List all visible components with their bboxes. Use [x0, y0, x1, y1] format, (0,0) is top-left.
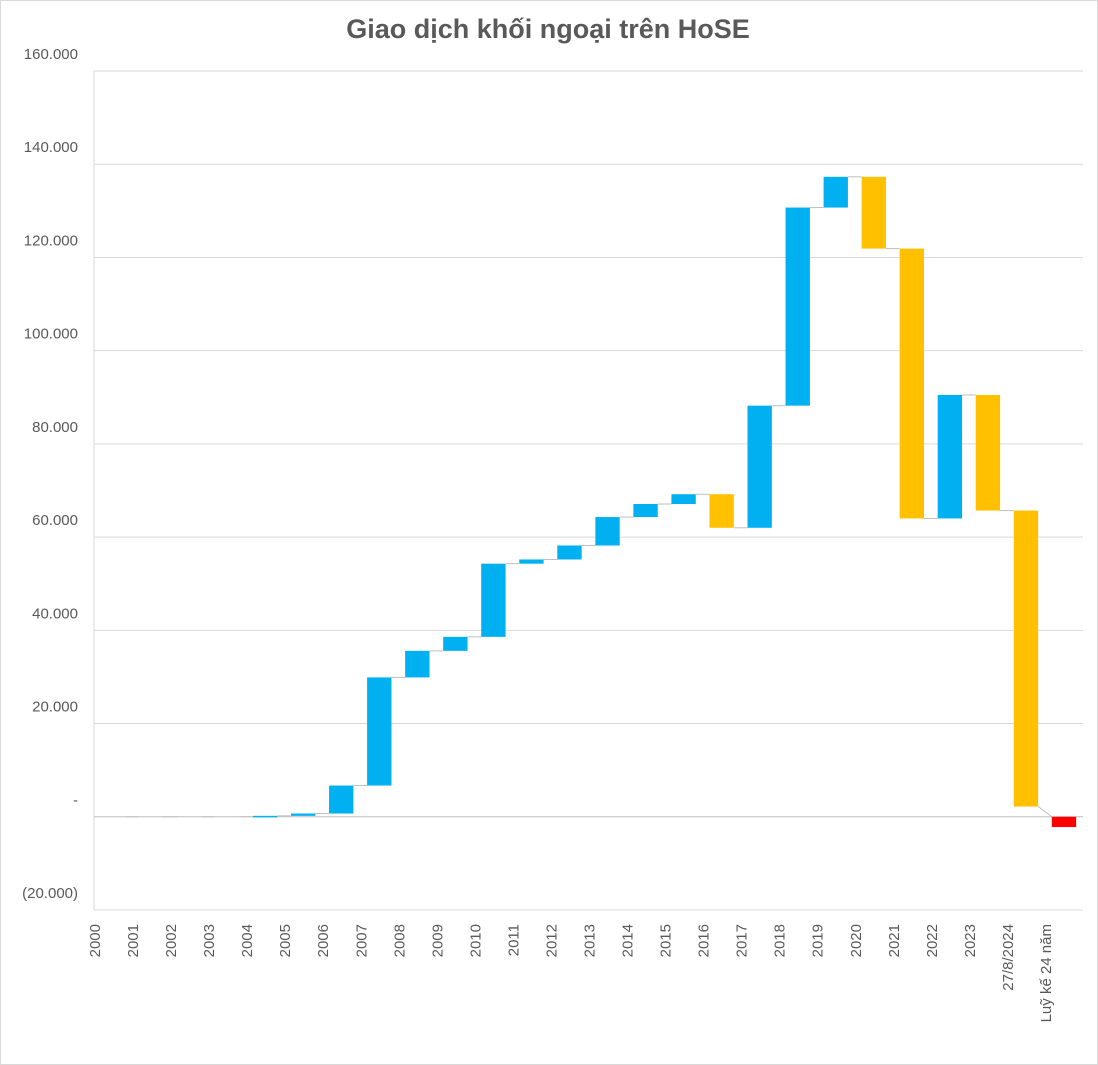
waterfall-bar: [975, 394, 1001, 511]
waterfall-bar: [443, 636, 468, 651]
x-tick-label: 2010: [467, 924, 484, 957]
y-tick-label: 40.000: [32, 605, 78, 622]
x-tick-label: 2013: [582, 924, 599, 957]
waterfall-bar: [253, 815, 278, 818]
y-tick-label: 60.000: [32, 512, 78, 529]
x-tick-label: 2004: [239, 924, 256, 957]
waterfall-bar: [899, 248, 924, 519]
waterfall-bar: [1051, 816, 1077, 828]
waterfall-bar: [367, 677, 392, 786]
y-tick-label: (20.000): [22, 885, 78, 902]
chart-title: Giao dịch khối ngoại trên HoSE: [346, 14, 750, 44]
x-tick-label: 2007: [353, 924, 370, 957]
x-tick-label: Luỹ kế 24 năm: [1038, 924, 1055, 1022]
y-tick-label: 20.000: [32, 699, 78, 716]
x-tick-label: 2005: [277, 924, 294, 957]
y-tick-label: 160.000: [24, 46, 78, 63]
x-tick-label: 2016: [696, 924, 713, 957]
waterfall-bar: [937, 394, 963, 519]
x-tick-label: 2023: [962, 924, 979, 957]
x-tick-label: 2015: [658, 924, 675, 957]
waterfall-bar: [861, 176, 886, 249]
waterfall-bar: [709, 494, 734, 528]
y-tick-label: 80.000: [32, 419, 78, 436]
y-tick-label: 100.000: [24, 326, 78, 343]
x-tick-label: 2009: [429, 924, 446, 957]
waterfall-bar: [633, 504, 658, 518]
x-tick-label: 2012: [543, 924, 560, 957]
x-tick-label: 2021: [886, 924, 903, 957]
x-tick-label: 2020: [848, 924, 865, 957]
y-tick-label: 140.000: [24, 139, 78, 156]
waterfall-bar: [405, 650, 430, 678]
waterfall-bar: [595, 517, 620, 546]
waterfall-bar: [823, 176, 848, 208]
waterfall-bar: [291, 813, 316, 816]
connector-line: [1037, 806, 1053, 818]
waterfall-bar: [1013, 510, 1039, 807]
x-tick-label: 2006: [315, 924, 332, 957]
waterfall-bar: [481, 563, 506, 637]
x-tick-label: 2022: [924, 924, 941, 957]
x-tick-label: 2019: [810, 924, 827, 957]
x-tick-label: 2000: [87, 924, 104, 957]
x-tick-label: 2002: [163, 924, 180, 957]
waterfall-bar: [519, 559, 544, 564]
x-tick-label: 2014: [620, 924, 637, 957]
x-tick-label: 2008: [391, 924, 408, 957]
x-tick-label: 2003: [201, 924, 218, 957]
x-tick-label: 27/8/2024: [1000, 924, 1017, 991]
x-tick-label: 2018: [772, 924, 789, 957]
x-tick-label: 2011: [505, 924, 522, 956]
y-tick-label: -: [73, 792, 78, 809]
waterfall-bar: [785, 207, 810, 406]
waterfall-bar: [671, 494, 696, 505]
waterfall-bar: [557, 545, 582, 560]
waterfall-bar: [747, 405, 772, 528]
x-tick-label: 2001: [125, 924, 142, 957]
y-tick-label: 120.000: [24, 232, 78, 249]
waterfall-bar: [329, 785, 354, 814]
x-tick-label: 2017: [734, 924, 751, 957]
